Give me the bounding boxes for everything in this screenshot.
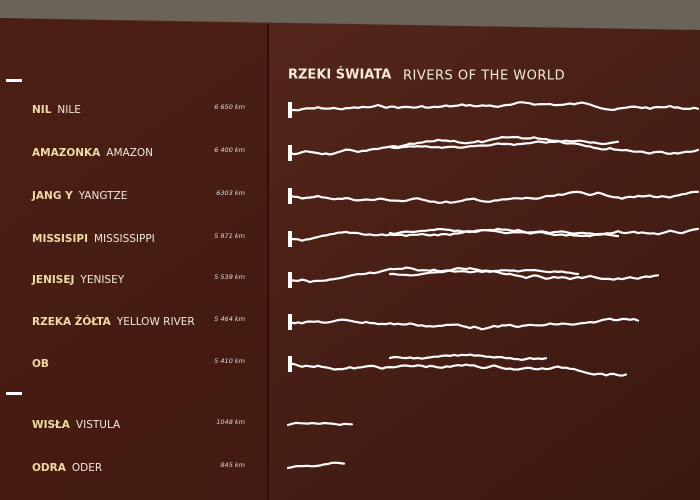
river-name-pl: MISSISIPI (32, 233, 88, 245)
river-length: 5 539 km (214, 273, 245, 281)
river-name-en: YELLOW RIVER (116, 316, 195, 328)
river-source (288, 231, 292, 247)
river-name-pl: NIL (32, 104, 52, 116)
river-shape (288, 362, 628, 377)
river-shape (288, 266, 660, 284)
river-shape (288, 135, 700, 156)
river-length: 6303 km (216, 189, 245, 197)
river-source (288, 272, 292, 288)
title-en: RIVERS OF THE WORLD (403, 69, 565, 84)
river-tributary (388, 268, 580, 277)
river-length: 6 650 km (214, 103, 245, 111)
river-name-en: YANGTZE (78, 190, 128, 202)
river-shape (288, 317, 640, 331)
title-pl: RZEKI ŚWIATA (288, 67, 391, 83)
river-length: 5 410 km (214, 357, 245, 365)
river-name-pl: JANG Y (31, 190, 73, 202)
river-length: 1048 km (216, 418, 245, 426)
river-length: 5 464 km (214, 315, 245, 323)
river-name-pl: AMAZONKA (32, 147, 101, 159)
river-tributary (388, 139, 620, 150)
river-source (288, 145, 292, 161)
river-list: NIL NILE 6 650 km AMAZONKA AMAZON 6 400 km JAN… (31, 101, 700, 474)
river-name-en: VISTULA (76, 419, 121, 431)
river-source (288, 314, 292, 330)
river-length: 5 971 km (214, 232, 245, 240)
river-name-pl: RZEKA ŻÓŁTA (32, 314, 112, 328)
river-tributary (388, 353, 548, 361)
river-name-pl: JENISEJ (31, 274, 74, 286)
divider-dash (6, 392, 22, 395)
label-panel (0, 18, 268, 500)
river-name-pl: ODRA (32, 462, 67, 474)
river-name-en: NILE (57, 104, 80, 116)
river-shape (288, 101, 700, 112)
river-length: 845 km (220, 461, 245, 469)
divider-dash (6, 79, 22, 82)
river-tributary (388, 227, 620, 238)
river-source (288, 102, 292, 118)
river-source (288, 188, 292, 204)
river-name-pl: OB (32, 358, 49, 370)
river-source (288, 356, 292, 372)
river-length: 6 400 km (214, 146, 245, 154)
river-name-en: MISSISSIPPI (94, 233, 155, 245)
river-name-pl: WISŁA (32, 419, 71, 431)
river-shape (288, 190, 700, 204)
river-shape (286, 461, 346, 470)
river-name-en: AMAZON (106, 147, 153, 159)
river-shape (286, 421, 354, 427)
river-name-en: ODER (72, 462, 102, 474)
river-name-en: YENISEY (79, 274, 124, 286)
